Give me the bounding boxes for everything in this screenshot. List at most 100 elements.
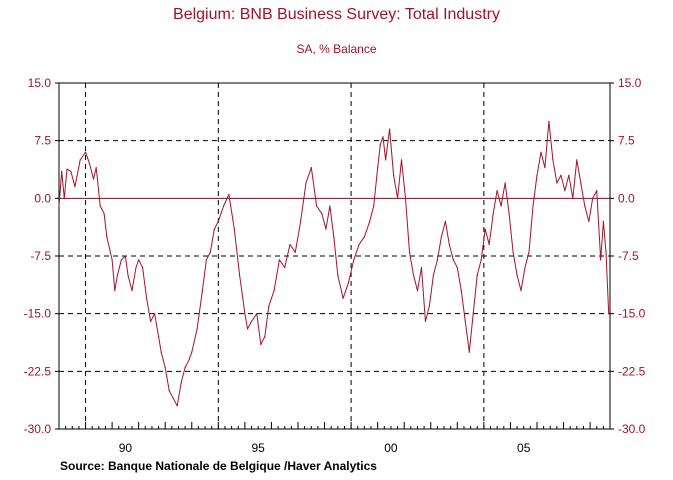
data-point [377, 166, 379, 169]
data-point [448, 243, 450, 246]
data-point [164, 366, 166, 369]
data-point [392, 174, 395, 176]
data-point [556, 182, 558, 184]
data-point [310, 166, 312, 169]
data-point [150, 320, 152, 322]
data-point [464, 320, 466, 322]
data-point [440, 236, 442, 238]
x-tick-label: 90 [119, 441, 133, 455]
data-point [456, 266, 458, 269]
data-point [176, 405, 178, 407]
data-point [273, 290, 275, 292]
data-point [92, 178, 95, 180]
data-point [321, 213, 323, 215]
data-point [480, 259, 482, 261]
data-point [508, 213, 510, 215]
data-point [228, 193, 230, 196]
data-point [520, 290, 522, 292]
y-tick-label-right: -15.0 [618, 307, 646, 321]
y-tick-label-right: 7.5 [618, 134, 635, 148]
data-point [396, 197, 399, 199]
data-point [135, 266, 137, 269]
y-tick-label-right: -7.5 [618, 249, 639, 263]
data-point [404, 197, 407, 199]
data-point [88, 163, 91, 165]
data-point [540, 151, 542, 153]
data-point [250, 320, 253, 322]
data-point [315, 205, 318, 207]
data-point [153, 313, 156, 315]
data-point [436, 259, 438, 261]
data-point [389, 128, 391, 130]
data-point [333, 236, 335, 238]
grid-layer [59, 83, 610, 429]
data-point [95, 166, 97, 169]
chart-title: Belgium: BNB Business Survey: Total Indu… [173, 6, 500, 23]
data-point [205, 259, 207, 261]
data-point [66, 168, 68, 170]
y-tick-label-right: -22.5 [618, 364, 646, 378]
data-point [99, 205, 101, 207]
y-tick-label-left: 15.0 [28, 76, 52, 90]
x-tick-label: 05 [517, 441, 531, 455]
data-point [325, 228, 327, 230]
data-point [602, 220, 604, 222]
data-point [516, 274, 518, 276]
data-point [358, 243, 360, 246]
data-point [605, 251, 607, 253]
data-point [238, 274, 241, 276]
data-point [379, 143, 381, 146]
source-note: Source: Banque Nationale de Belgique /Ha… [60, 459, 377, 473]
data-point [246, 328, 249, 330]
data-point [61, 170, 63, 173]
data-point [363, 236, 365, 238]
axes-layer: 15.0 15.0 7.5 7.5 0.0 0.0 -7.5 -7.5 -15.0 -15.0 -2… [24, 76, 646, 455]
data-point [476, 274, 478, 276]
series-line-total-industry [58, 120, 610, 407]
data-point [209, 251, 211, 253]
data-point [103, 213, 105, 215]
chart-subtitle: SA, % Balance [296, 42, 377, 56]
y-tick-label-right: 0.0 [618, 191, 635, 205]
data-point [329, 205, 331, 207]
data-point [63, 197, 65, 199]
data-point [373, 205, 375, 207]
data-point [353, 259, 355, 261]
data-point [337, 274, 339, 276]
data-point [84, 151, 87, 153]
data-point [300, 220, 302, 222]
data-point [524, 266, 526, 269]
data-point [278, 259, 280, 261]
data-point [157, 336, 160, 338]
data-point [382, 136, 384, 138]
data-point [428, 305, 431, 307]
series-layer [58, 120, 610, 407]
data-point [213, 228, 215, 230]
data-point [294, 251, 296, 253]
data-point [468, 351, 470, 353]
data-point [432, 274, 435, 276]
data-point [131, 290, 133, 292]
data-point [532, 205, 534, 207]
x-tick-label: 95 [251, 441, 265, 455]
data-point [142, 266, 144, 269]
data-point [408, 251, 411, 253]
data-point [180, 382, 182, 384]
data-point [114, 290, 116, 292]
data-point [496, 190, 498, 192]
data-point [600, 259, 602, 261]
data-point [188, 359, 190, 361]
data-point [196, 328, 198, 330]
data-point [424, 320, 427, 322]
data-point [588, 220, 590, 222]
data-point [223, 205, 225, 207]
data-point [244, 313, 246, 315]
data-point [504, 182, 506, 184]
data-point [552, 159, 554, 161]
data-point [191, 351, 193, 353]
data-point [472, 313, 474, 315]
data-point [106, 236, 108, 238]
data-point [584, 205, 586, 207]
data-point [576, 159, 578, 161]
data-point [284, 266, 286, 269]
